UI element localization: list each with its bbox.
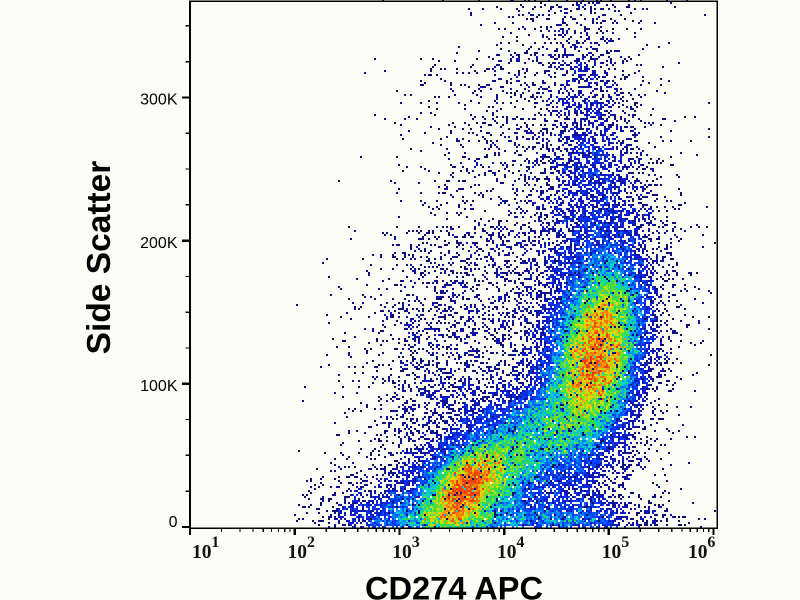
svg-text:5: 5 — [621, 534, 629, 551]
svg-text:10: 10 — [192, 542, 212, 563]
svg-text:10: 10 — [688, 542, 708, 563]
svg-text:10: 10 — [497, 542, 517, 563]
svg-text:4: 4 — [516, 534, 524, 551]
svg-text:10: 10 — [392, 542, 412, 563]
svg-text:200K: 200K — [140, 235, 178, 252]
svg-text:10: 10 — [288, 542, 308, 563]
svg-text:CD274 APC: CD274 APC — [365, 570, 543, 600]
svg-text:Side Scatter: Side Scatter — [81, 161, 118, 355]
svg-text:1: 1 — [211, 534, 219, 551]
svg-text:6: 6 — [707, 534, 715, 551]
svg-text:300K: 300K — [140, 92, 178, 109]
svg-text:10: 10 — [602, 542, 622, 563]
svg-text:0: 0 — [169, 514, 178, 531]
svg-text:3: 3 — [412, 534, 420, 551]
svg-text:100K: 100K — [140, 378, 178, 395]
svg-text:2: 2 — [307, 534, 315, 551]
